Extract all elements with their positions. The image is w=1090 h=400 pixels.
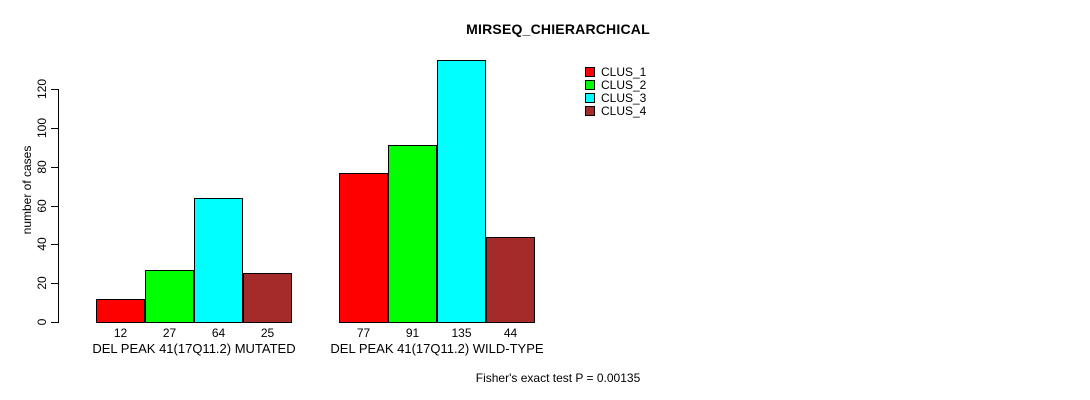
bar-value-label: 91 [405, 326, 420, 340]
bar-value-label: 25 [260, 326, 275, 340]
bar-value-label: 27 [162, 326, 177, 340]
y-tick-label: 80 [35, 160, 49, 174]
y-tick [51, 322, 58, 323]
bar-clus_4-group1 [243, 273, 292, 323]
y-tick [51, 89, 58, 90]
bar-clus_1-group2 [339, 173, 388, 323]
legend-swatch-icon [585, 79, 595, 90]
bar-value-label: 64 [211, 326, 226, 340]
legend-swatch-icon [585, 105, 595, 116]
y-tick-label: 100 [35, 117, 49, 139]
legend-item-clus_1: CLUS_1 [585, 64, 647, 79]
y-axis-line [58, 89, 59, 323]
chart-title: MIRSEQ_CHIERARCHICAL [466, 21, 650, 37]
y-tick [51, 128, 58, 129]
y-tick [51, 167, 58, 168]
group-label: DEL PEAK 41(17Q11.2) MUTATED [92, 341, 296, 356]
legend-label: CLUS_3 [601, 90, 647, 105]
y-tick [51, 283, 58, 284]
bar-value-label: 12 [113, 326, 128, 340]
y-axis-label: number of cases [20, 145, 34, 235]
y-tick [51, 244, 58, 245]
legend-item-clus_3: CLUS_3 [585, 90, 647, 105]
legend-label: CLUS_4 [601, 103, 647, 118]
bar-clus_2-group2 [388, 145, 437, 323]
y-tick-label: 60 [35, 199, 49, 213]
legend-item-clus_2: CLUS_2 [585, 77, 647, 92]
fisher-test-annotation: Fisher's exact test P = 0.00135 [475, 371, 641, 385]
y-tick-label: 20 [35, 276, 49, 290]
bar-value-label: 44 [503, 326, 518, 340]
bar-value-label: 135 [451, 326, 472, 340]
group-label: DEL PEAK 41(17Q11.2) WILD-TYPE [330, 341, 544, 356]
bar-clus_3-group2 [437, 60, 486, 323]
bar-clus_2-group1 [145, 270, 194, 323]
legend: CLUS_1 CLUS_2 CLUS_3 CLUS_4 [585, 64, 647, 118]
legend-label: CLUS_2 [601, 77, 647, 92]
y-tick-label: 0 [35, 318, 49, 326]
bar-clus_4-group2 [486, 237, 535, 323]
y-tick [51, 206, 58, 207]
legend-swatch-icon [585, 92, 595, 103]
legend-swatch-icon [585, 66, 595, 77]
bar-value-label: 77 [356, 326, 371, 340]
y-tick-label: 120 [35, 78, 49, 100]
bar-clus_1-group1 [96, 299, 145, 323]
y-tick-label: 40 [35, 237, 49, 251]
legend-item-clus_4: CLUS_4 [585, 103, 647, 118]
bar-clus_3-group1 [194, 198, 243, 323]
legend-label: CLUS_1 [601, 64, 647, 79]
